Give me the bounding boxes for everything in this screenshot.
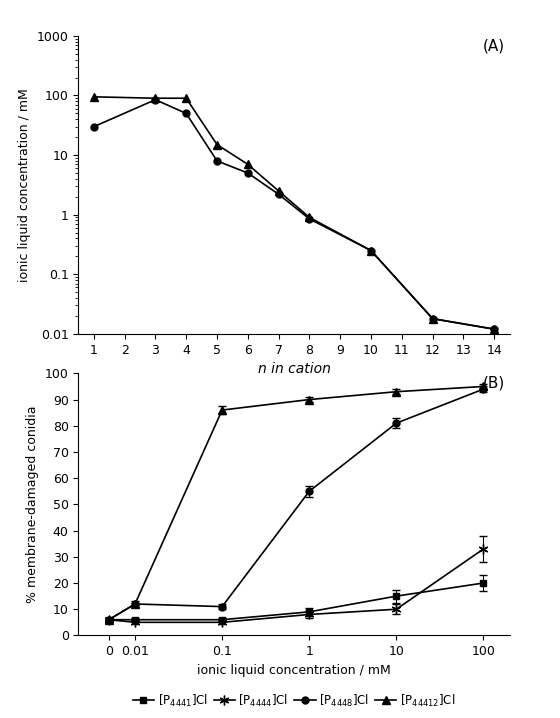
X-axis label: n in cation: n in cation (258, 362, 330, 376)
Y-axis label: ionic liquid concentration / mM: ionic liquid concentration / mM (18, 88, 31, 281)
Legend: MIC, MFC: MIC, MFC (226, 368, 362, 393)
Text: (B): (B) (483, 376, 505, 391)
X-axis label: ionic liquid concentration / mM: ionic liquid concentration / mM (197, 663, 391, 676)
Legend: $[\mathrm{P}_{4441}]\mathrm{Cl}$, $[\mathrm{P}_{4444}]\mathrm{Cl}$, $[\mathrm{P}: $[\mathrm{P}_{4441}]\mathrm{Cl}$, $[\mat… (128, 688, 460, 714)
Y-axis label: % membrane-damaged conidia: % membrane-damaged conidia (26, 406, 39, 603)
Text: (A): (A) (483, 39, 505, 54)
